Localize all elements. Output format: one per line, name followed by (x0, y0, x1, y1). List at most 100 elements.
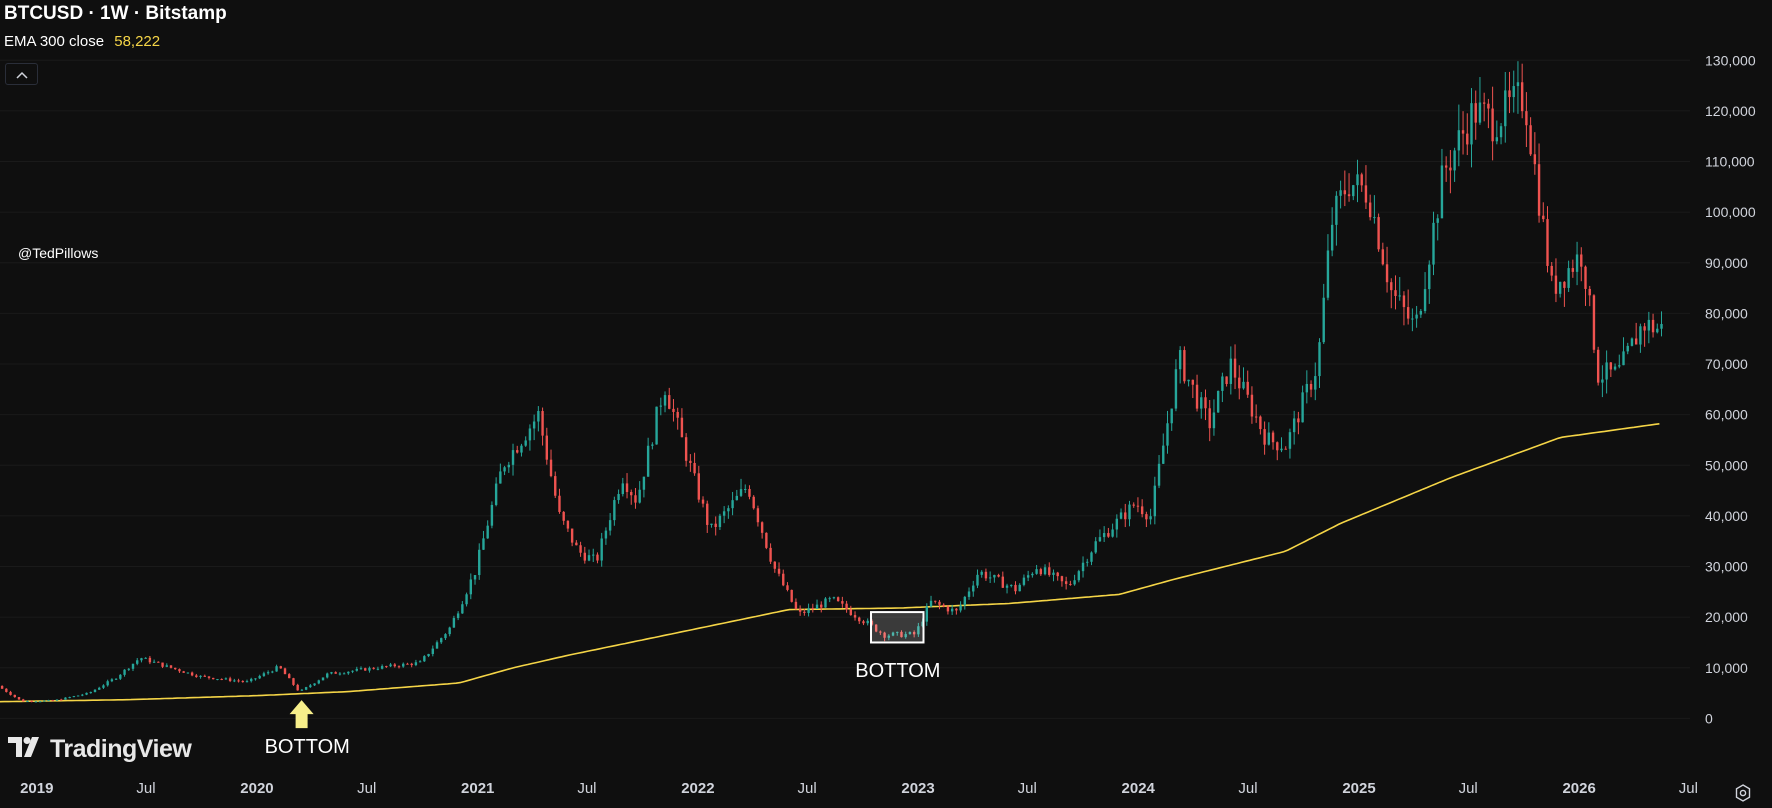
candle-body (1288, 432, 1292, 449)
candle-body (1660, 324, 1663, 329)
candle-body (807, 608, 810, 614)
y-tick-label: 20,000 (1705, 609, 1748, 625)
candle-body (1124, 512, 1127, 520)
candle-body (490, 504, 494, 526)
candle-body (1077, 571, 1081, 581)
y-tick-label: 90,000 (1705, 255, 1748, 271)
candle-body (938, 601, 941, 605)
y-tick-label: 80,000 (1705, 305, 1748, 321)
candle-body (321, 677, 325, 681)
candle-body (1246, 381, 1249, 395)
candle-body (929, 600, 933, 607)
candle-body (1571, 268, 1575, 272)
candle-body (503, 467, 506, 472)
candle-body (777, 568, 781, 574)
candle-body (186, 672, 190, 674)
candle-body (1208, 408, 1211, 429)
x-tick-label: Jul (1679, 780, 1698, 797)
candle-body (520, 445, 523, 453)
candle-body (710, 523, 713, 525)
candle-body (161, 662, 164, 667)
candle-body (81, 694, 84, 696)
candle-body (782, 573, 785, 586)
candle-body (1178, 350, 1182, 370)
time-axis[interactable]: 2019 Jul 2020 Jul 2021 Jul 2022 Jul 2023 Jul 2024 J… (20, 780, 1698, 797)
candle-body (68, 697, 71, 699)
candle-body (38, 701, 42, 703)
candle-body (359, 668, 363, 670)
candle-body (904, 634, 907, 638)
candle-body (1436, 218, 1439, 223)
candle-body (625, 483, 629, 493)
candle-body (461, 604, 464, 614)
ema-indicator-legend[interactable]: EMA 300 close 58,222 (4, 33, 160, 50)
candle-body (178, 669, 181, 672)
candle-body (1550, 265, 1553, 276)
y-tick-label: 30,000 (1705, 559, 1748, 575)
candle-body (1630, 338, 1634, 346)
candle-body (1491, 108, 1494, 142)
candle-body (1018, 584, 1021, 592)
candle-body (900, 631, 903, 638)
candle-body (473, 575, 477, 580)
y-tick-label: 120,000 (1705, 103, 1756, 119)
candle-body (769, 547, 772, 562)
candle-body (1482, 102, 1486, 104)
candle-body (1601, 379, 1604, 383)
candle-body (524, 440, 527, 446)
candle-body (934, 600, 937, 602)
bottom-box-annotation-label: BOTTOM (855, 660, 941, 683)
candle-body (798, 608, 802, 612)
candle-body (621, 483, 625, 495)
candle-body (406, 663, 409, 665)
candle-body (1537, 164, 1541, 216)
collapse-legend-button[interactable] (5, 63, 38, 85)
candle-body (17, 697, 21, 700)
candle-body (1516, 82, 1520, 87)
candle-body (1216, 390, 1220, 413)
bottom-highlight-box[interactable] (870, 611, 925, 644)
candle-body (266, 672, 270, 674)
candle-body (1183, 350, 1186, 382)
price-axis[interactable]: 130,000 120,000 110,000 100,000 90,000 80,000… (1705, 52, 1756, 726)
candle-body (845, 603, 848, 610)
candle-body (1449, 167, 1452, 171)
candle-body (76, 695, 80, 697)
settings-icon[interactable] (1733, 783, 1753, 803)
candle-body (744, 488, 747, 490)
candle-body (1107, 533, 1110, 537)
candle-body (507, 464, 510, 468)
candle-body (680, 417, 684, 438)
candle-body (1368, 202, 1372, 218)
candle-body (1212, 412, 1216, 429)
candle-body (1157, 463, 1161, 486)
candle-body (355, 668, 358, 671)
candle-body (338, 673, 342, 675)
candle-body (1411, 318, 1414, 320)
candle-body (1529, 125, 1532, 155)
candle-body (1162, 445, 1165, 464)
author-watermark: @TedPillows (18, 245, 99, 261)
candle-body (131, 663, 135, 669)
candle-body (748, 488, 751, 497)
candle-body (592, 554, 595, 556)
candle-body (803, 611, 806, 614)
candle-body (1010, 584, 1013, 586)
x-tick-label: 2023 (901, 780, 934, 797)
candle-body (1069, 583, 1072, 585)
candle-body (1014, 584, 1017, 592)
candle-body (1335, 195, 1338, 225)
candle-body (1064, 581, 1068, 584)
ema-300-line (0, 423, 1660, 703)
candle-body (739, 489, 743, 496)
candles-layer (0, 61, 1663, 703)
candle-body (72, 696, 76, 698)
candle-body (714, 523, 717, 528)
candle-body (558, 495, 561, 512)
candle-body (646, 445, 650, 477)
candle-body (1432, 222, 1435, 265)
candle-body (1309, 383, 1313, 390)
candle-body (452, 618, 456, 628)
candle-body (93, 689, 97, 693)
